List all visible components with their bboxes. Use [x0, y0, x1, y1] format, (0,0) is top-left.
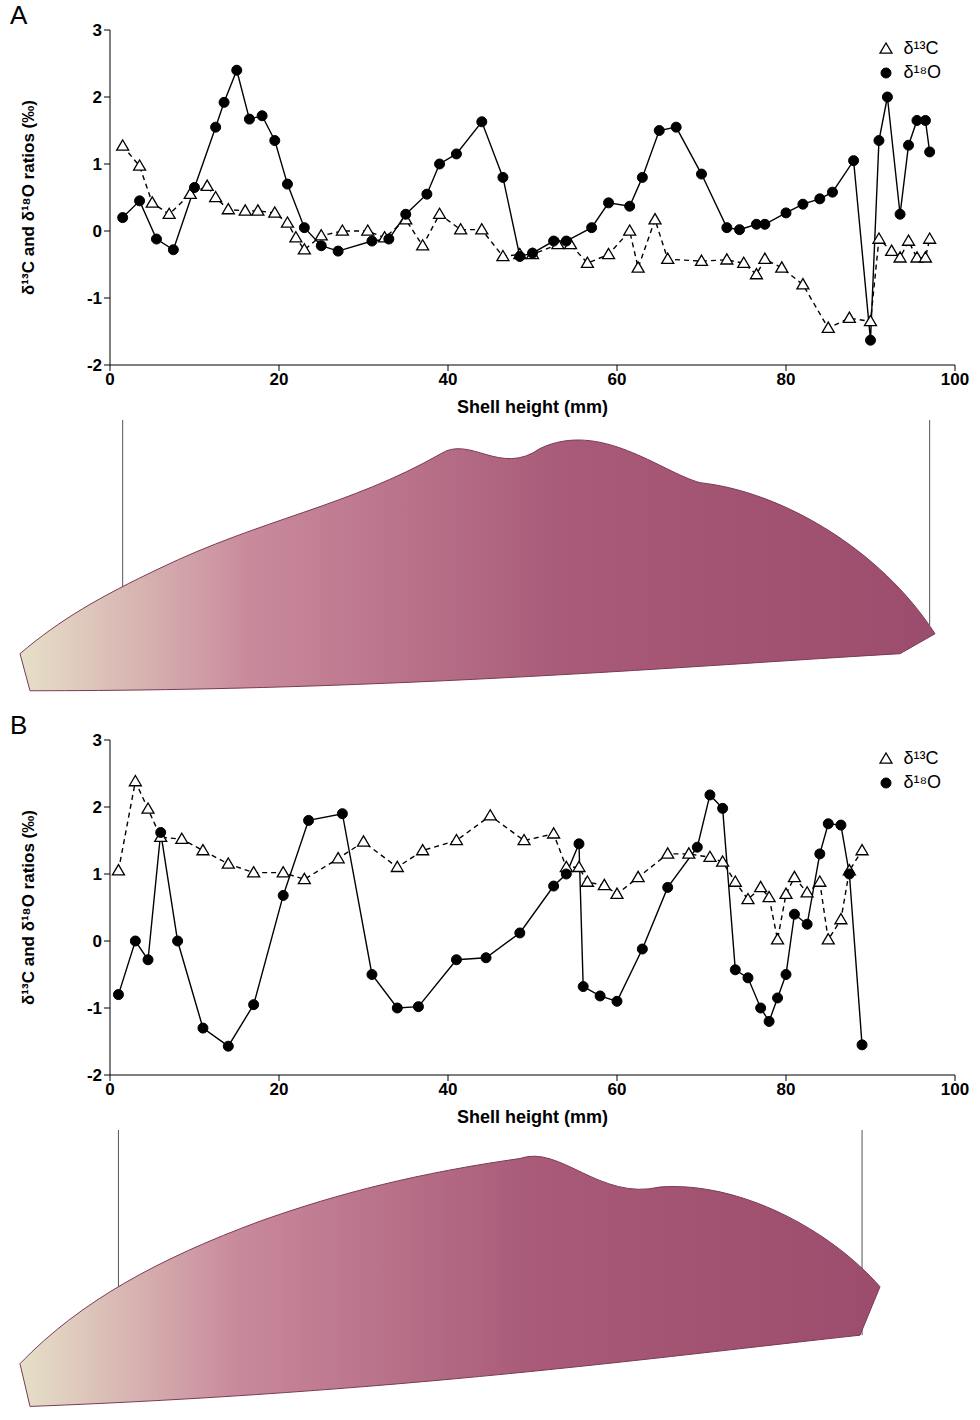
- svg-text:δ¹³C and δ¹⁸O ratios (‰): δ¹³C and δ¹⁸O ratios (‰): [19, 810, 38, 1005]
- svg-text:40: 40: [439, 1080, 458, 1099]
- svg-text:Shell height (mm): Shell height (mm): [457, 1107, 608, 1127]
- svg-text:60: 60: [608, 370, 627, 389]
- svg-text:Shell height (mm): Shell height (mm): [457, 397, 608, 417]
- svg-text:0: 0: [105, 1080, 114, 1099]
- html-text:A: A: [10, 0, 28, 30]
- svg-text:-2: -2: [87, 356, 102, 375]
- svg-text:0: 0: [105, 370, 114, 389]
- svg-text:100: 100: [941, 1080, 969, 1099]
- svg-text:0: 0: [93, 932, 102, 951]
- html-text:δ¹³C: δ¹³C: [903, 747, 939, 768]
- svg-text:3: 3: [93, 731, 102, 750]
- svg-text:80: 80: [777, 1080, 796, 1099]
- svg-text:3: 3: [93, 21, 102, 40]
- svg-text:40: 40: [439, 370, 458, 389]
- svg-text:60: 60: [608, 1080, 627, 1099]
- html-text:B: B: [10, 710, 28, 740]
- svg-text:-1: -1: [87, 289, 102, 308]
- svg-text:2: 2: [93, 88, 102, 107]
- svg-text:0: 0: [93, 222, 102, 241]
- html-text:δ¹⁸O: δ¹⁸O: [903, 61, 941, 82]
- svg-text:-1: -1: [87, 999, 102, 1018]
- html-text:δ¹⁸O: δ¹⁸O: [903, 771, 941, 792]
- svg-text:80: 80: [777, 370, 796, 389]
- svg-text:-2: -2: [87, 1066, 102, 1085]
- svg-text:20: 20: [270, 370, 289, 389]
- svg-text:2: 2: [93, 798, 102, 817]
- svg-text:20: 20: [270, 1080, 289, 1099]
- svg-text:1: 1: [93, 865, 102, 884]
- svg-text:1: 1: [93, 155, 102, 174]
- html-text:δ¹³C: δ¹³C: [903, 37, 939, 58]
- svg-text:100: 100: [941, 370, 969, 389]
- svg-text:δ¹³C and δ¹⁸O ratios (‰): δ¹³C and δ¹⁸O ratios (‰): [19, 100, 38, 295]
